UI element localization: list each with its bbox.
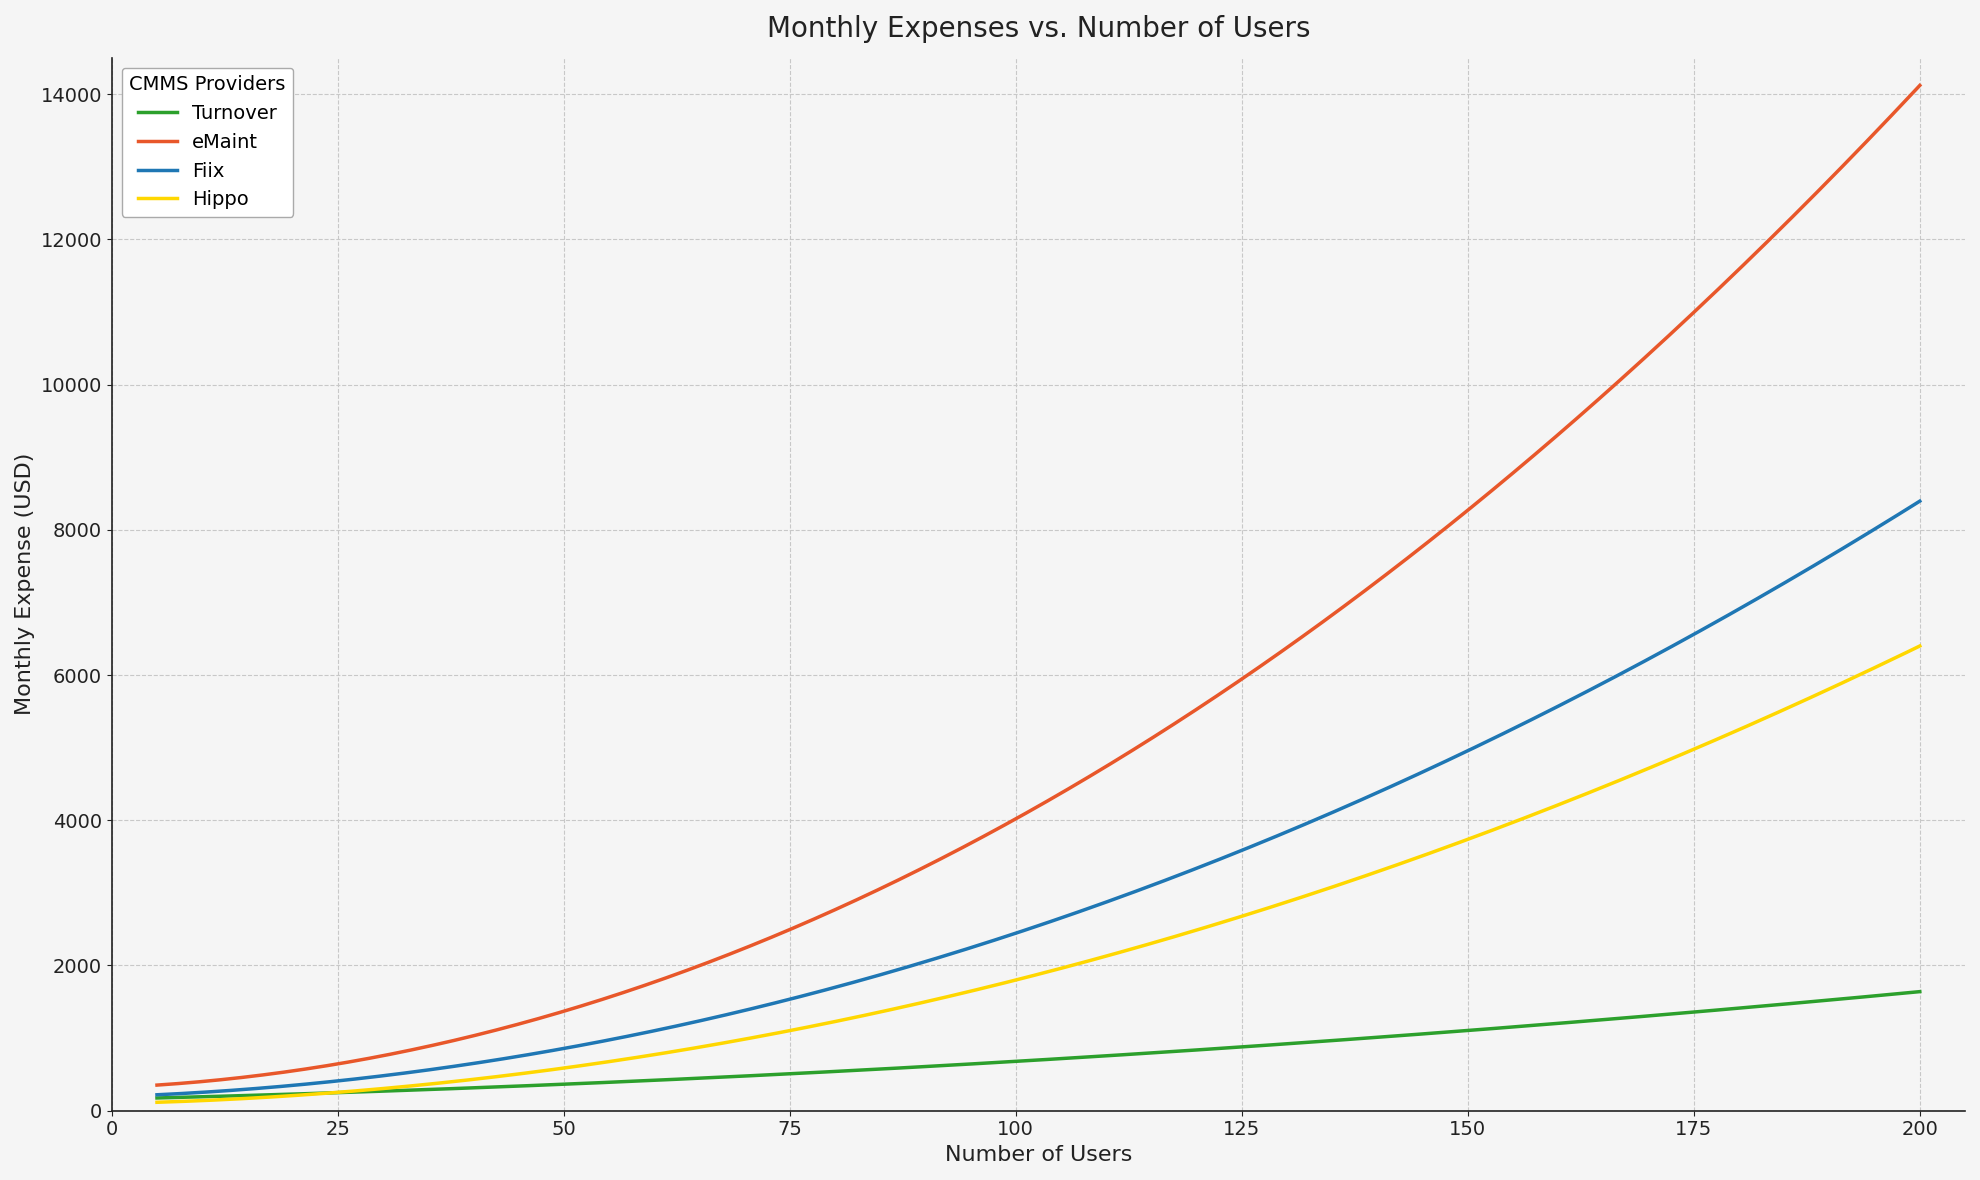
Title: Monthly Expenses vs. Number of Users: Monthly Expenses vs. Number of Users [766,15,1311,42]
Hippo [1590,780,1614,794]
Line: eMaint: eMaint [156,85,1921,1086]
eMaint [1590,389,1614,404]
Hippo [1865,660,1889,674]
Turnover [1909,984,1932,998]
Turnover [1865,989,1889,1003]
Fiix [1865,520,1889,535]
eMaint [982,824,1006,838]
Turnover [982,1056,1006,1070]
Hippo [982,978,1006,992]
Turnover [145,1090,168,1104]
Line: Turnover: Turnover [156,991,1921,1097]
Fiix [1909,494,1932,509]
Turnover [1194,1042,1218,1056]
Hippo [992,976,1016,990]
Turnover [992,1055,1016,1069]
eMaint [1099,756,1123,771]
Line: Fiix: Fiix [156,502,1921,1095]
Line: Hippo: Hippo [156,645,1921,1102]
eMaint [1909,78,1932,92]
eMaint [1865,123,1889,137]
Fiix [145,1088,168,1102]
Turnover [1099,1049,1123,1063]
eMaint [992,818,1016,832]
Fiix [982,933,1006,948]
Hippo [145,1095,168,1109]
eMaint [1194,696,1218,710]
Fiix [1099,893,1123,907]
Fiix [1590,676,1614,690]
X-axis label: Number of Users: Number of Users [944,1145,1133,1165]
Fiix [992,930,1016,944]
Turnover [1590,1012,1614,1027]
Hippo [1099,948,1123,962]
Y-axis label: Monthly Expense (USD): Monthly Expense (USD) [16,453,36,715]
Hippo [1909,638,1932,653]
Legend: Turnover, eMaint, Fiix, Hippo: Turnover, eMaint, Fiix, Hippo [121,67,293,217]
Fiix [1194,858,1218,872]
Hippo [1194,920,1218,935]
eMaint [145,1079,168,1093]
